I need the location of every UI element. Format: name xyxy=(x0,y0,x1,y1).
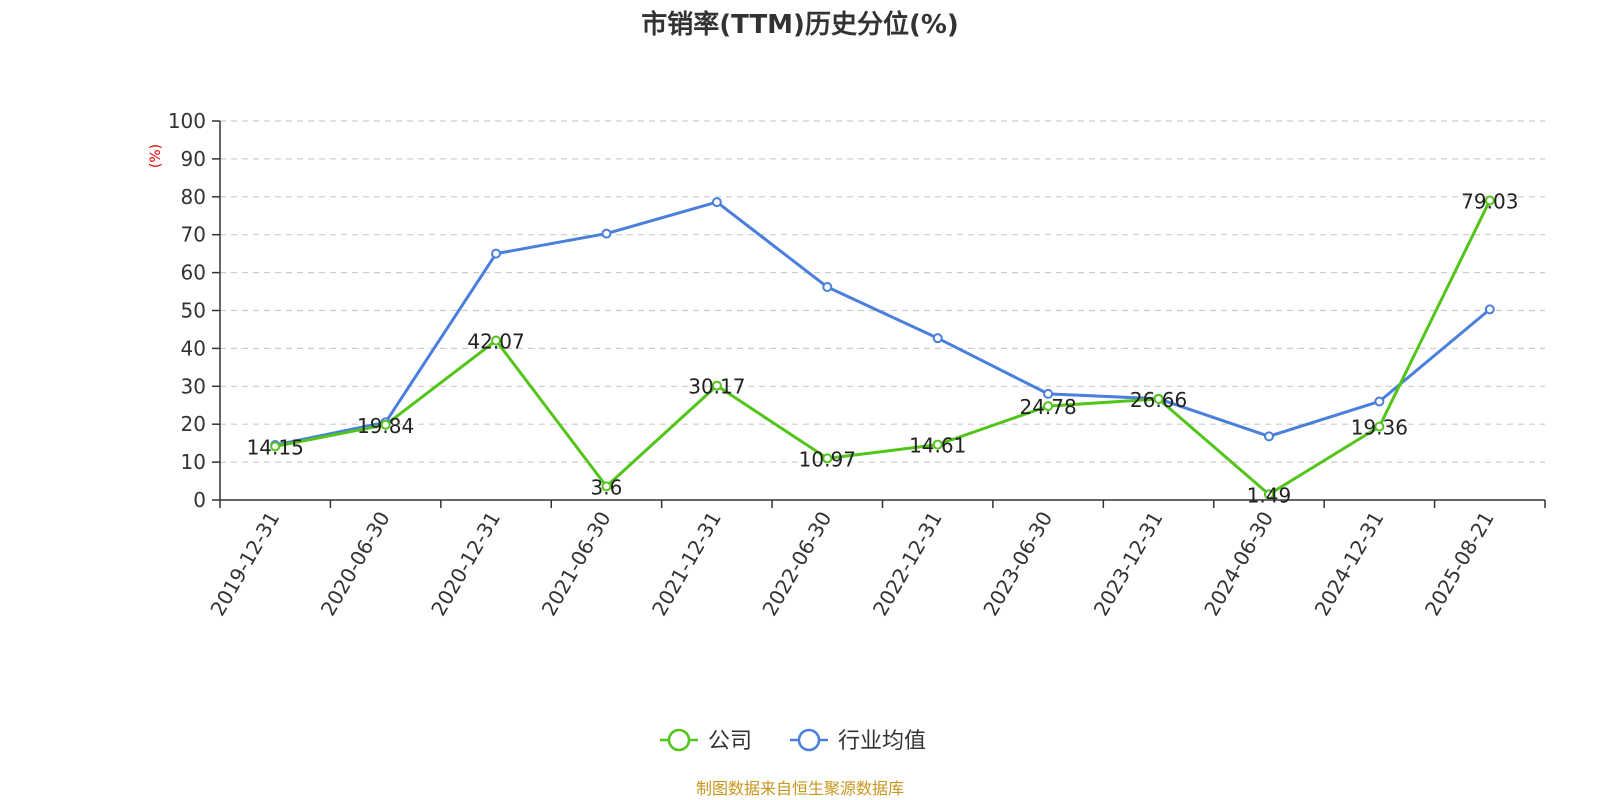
data-point-company xyxy=(1043,401,1054,412)
data-point-industry xyxy=(1043,388,1054,399)
data-label: 10.97 xyxy=(799,447,856,471)
x-tick-label: 2024-06-30 xyxy=(1199,507,1278,620)
x-tick-label: 2019-12-31 xyxy=(205,507,284,620)
data-label: 26.66 xyxy=(1130,388,1187,412)
grid xyxy=(220,120,1545,463)
legend-label-company: 公司 xyxy=(708,729,752,754)
data-label: 19.36 xyxy=(1351,416,1408,440)
data-point-company xyxy=(1374,421,1385,432)
x-tick-label: 2021-12-31 xyxy=(647,507,726,620)
data-point-company xyxy=(1484,195,1495,206)
data-label: 42.07 xyxy=(467,330,524,354)
x-tick-label: 2022-06-30 xyxy=(757,507,836,620)
legend-marker-company xyxy=(667,728,691,752)
legend-label-industry: 行业均值 xyxy=(838,729,926,754)
x-tick-label: 2020-12-31 xyxy=(426,507,505,620)
data-label: 1.49 xyxy=(1247,483,1292,507)
x-tick-label: 2021-06-30 xyxy=(537,507,616,620)
data-point-industry xyxy=(711,197,722,208)
y-tick-label: 50 xyxy=(181,299,206,323)
data-point-company xyxy=(932,439,943,450)
x-tick-label: 2025-08-21 xyxy=(1420,507,1499,620)
x-tick-label: 2022-12-31 xyxy=(868,507,947,620)
axes: 0 10 20 30 40 50 60 70 80 90 100 2019-12-31 2020-06-… xyxy=(168,109,1546,620)
data-point-company xyxy=(1263,489,1274,500)
data-point-industry xyxy=(932,333,943,344)
data-point-company xyxy=(491,335,502,346)
data-point-industry xyxy=(491,248,502,259)
data-labels: 14.15 19.84 42.07 3.6 30.17 10.97 14.61 24.78 26… xyxy=(247,189,1519,507)
data-label: 30.17 xyxy=(688,375,745,399)
data-point-industry xyxy=(1484,304,1495,315)
source-note: 制图数据来自恒生聚源数据库 xyxy=(696,779,904,798)
data-label: 3.6 xyxy=(591,475,623,499)
data-point-company xyxy=(380,419,391,430)
data-point-industry xyxy=(1263,431,1274,442)
data-point-industry xyxy=(822,282,833,293)
data-label: 79.03 xyxy=(1461,189,1518,213)
series-line-industry xyxy=(274,200,1491,447)
x-tick-label: 2023-06-30 xyxy=(978,507,1057,620)
x-tick-label: 2024-12-31 xyxy=(1310,507,1389,620)
y-tick-label: 0 xyxy=(193,488,206,512)
y-tick-label: 90 xyxy=(181,147,206,171)
data-point-company xyxy=(601,481,612,492)
data-point-company xyxy=(1153,393,1164,404)
series-line-company xyxy=(274,199,1492,496)
y-tick-label: 10 xyxy=(181,450,206,474)
data-point-industry xyxy=(1374,396,1385,407)
legend: 公司 行业均值 xyxy=(660,728,926,754)
data-label: 14.61 xyxy=(909,434,966,458)
data-point-company xyxy=(822,453,833,464)
x-tick-label: 2020-06-30 xyxy=(316,507,395,620)
y-tick-label: 30 xyxy=(181,374,206,398)
y-tick-label: 100 xyxy=(168,109,206,133)
chart-title: 市销率(TTM)历史分位(%) xyxy=(641,9,959,40)
data-label: 24.78 xyxy=(1019,395,1076,419)
y-tick-label: 80 xyxy=(181,185,206,209)
data-point-industry xyxy=(601,228,612,239)
y-tick-label: 70 xyxy=(181,223,206,247)
data-point-company xyxy=(711,380,722,391)
y-tick-label: 20 xyxy=(181,412,206,436)
y-axis-label: (%) xyxy=(148,144,164,168)
data-label: 14.15 xyxy=(247,435,304,459)
data-label: 19.84 xyxy=(357,414,414,438)
y-tick-label: 40 xyxy=(181,336,206,360)
legend-marker-industry xyxy=(797,728,821,752)
series-layer xyxy=(270,195,1495,500)
data-point-company xyxy=(270,441,281,452)
x-tick-label: 2023-12-31 xyxy=(1089,507,1168,620)
y-tick-label: 60 xyxy=(181,261,206,285)
